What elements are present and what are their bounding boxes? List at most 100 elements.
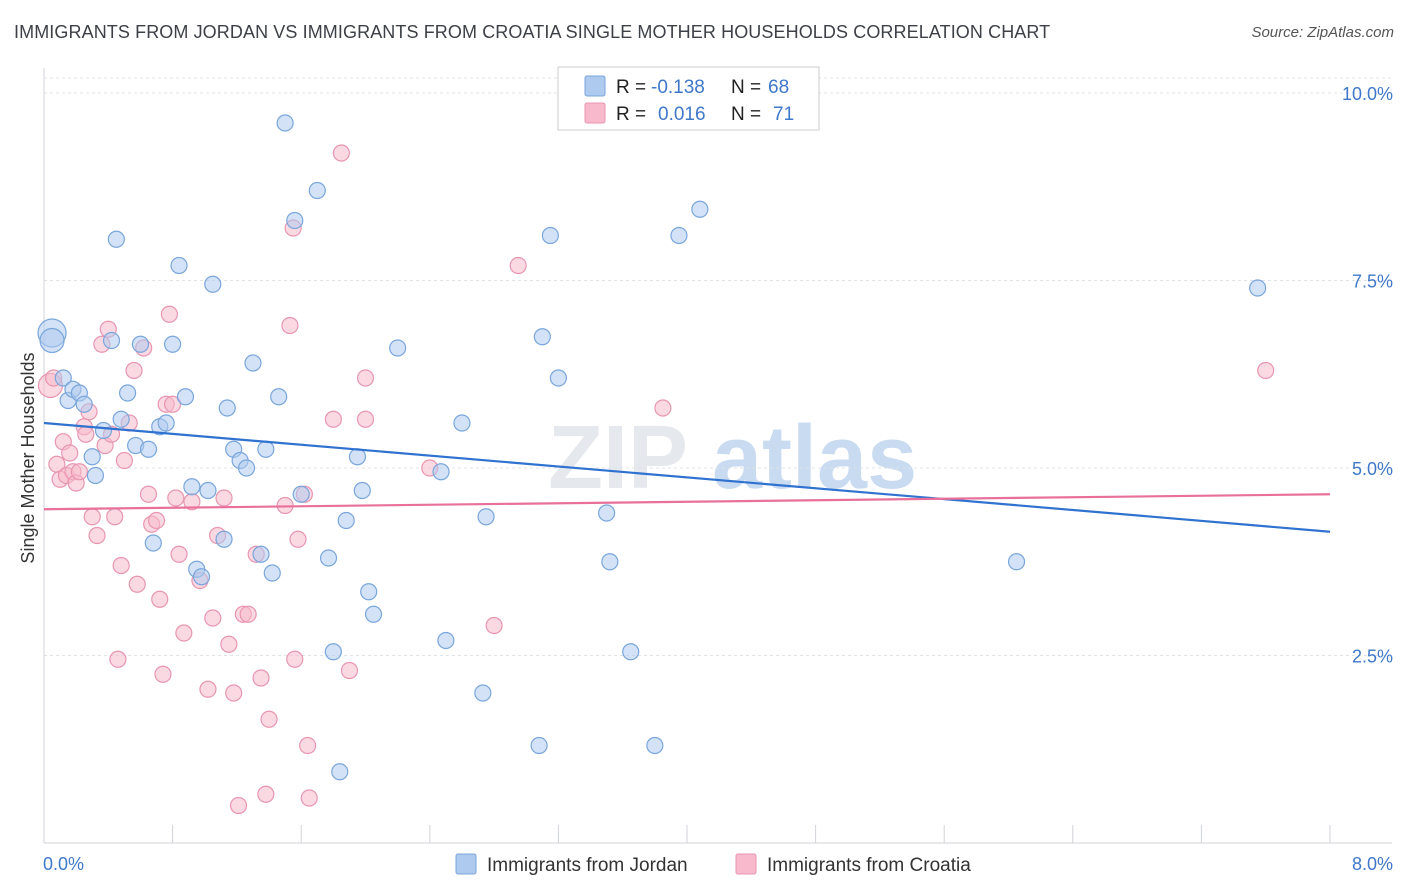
croatia-point <box>257 785 275 803</box>
jordan-point <box>292 485 310 503</box>
croatia-point <box>229 796 248 815</box>
tick-labels: 2.5% 5.0% 7.5% 10.0% 0.0% 8.0% <box>43 84 1393 874</box>
jordan-point <box>192 568 211 586</box>
jordan-point <box>1007 553 1026 571</box>
y-tick-label: 2.5% <box>1352 647 1393 667</box>
croatia-point <box>151 590 169 608</box>
watermark-zip: ZIP <box>548 408 688 508</box>
jordan-points <box>37 114 1267 781</box>
croatia-trend-line <box>43 493 1331 511</box>
legend-jordan-swatch <box>455 853 477 875</box>
croatia-point <box>356 369 375 387</box>
chart-title: IMMIGRANTS FROM JORDAN VS IMMIGRANTS FRO… <box>14 22 1051 42</box>
axes <box>43 68 1392 844</box>
croatia-point <box>147 511 166 530</box>
jordan-point <box>331 763 349 781</box>
jordan-point <box>75 395 93 413</box>
jordan-point <box>541 226 559 245</box>
croatia-point <box>225 684 243 702</box>
watermark-atlas: atlas <box>712 408 917 508</box>
y-tick-label: 5.0% <box>1352 459 1393 479</box>
jordan-point <box>218 399 236 417</box>
jordan-point <box>244 354 262 372</box>
jordan-point <box>86 466 105 485</box>
croatia-point <box>61 444 79 462</box>
croatia-point <box>88 526 106 545</box>
jordan-point <box>286 211 304 230</box>
croatia-point <box>485 616 503 635</box>
jordan-point <box>337 511 355 530</box>
croatia-point <box>654 399 672 417</box>
jordan-point <box>183 478 201 496</box>
y-tick-label: 7.5% <box>1352 272 1393 292</box>
croatia-point <box>324 410 342 428</box>
croatia-point <box>286 650 304 668</box>
jordan-point <box>324 643 342 661</box>
jordan-n-value: 68 <box>768 77 789 98</box>
croatia-point <box>167 489 185 507</box>
jordan-point <box>276 114 294 132</box>
y-tick-label: 10.0% <box>1342 84 1393 104</box>
croatia-n-label: N = <box>731 104 761 125</box>
croatia-point <box>252 669 270 687</box>
jordan-point <box>308 181 326 200</box>
jordan-point <box>112 410 130 428</box>
croatia-point <box>77 425 95 443</box>
croatia-point <box>332 144 350 162</box>
source-credit: Source: ZipAtlas.com <box>1251 24 1394 41</box>
jordan-point <box>670 226 688 245</box>
jordan-trend-line <box>43 421 1331 533</box>
jordan-point <box>157 414 175 432</box>
legend-croatia-label: Immigrants from Croatia <box>767 855 971 876</box>
croatia-point <box>115 451 133 470</box>
jordan-point <box>432 463 450 481</box>
stats-box: R = -0.138 N = 68 R = 0.016 N = 71 <box>557 66 820 131</box>
jordan-point <box>257 440 275 458</box>
croatia-point <box>125 361 143 380</box>
croatia-point <box>239 605 257 623</box>
croatia-point <box>220 635 238 653</box>
jordan-point <box>389 339 407 357</box>
jordan-point <box>348 448 367 466</box>
jordan-point <box>237 459 256 477</box>
jordan-point <box>118 384 137 402</box>
jordan-point <box>533 328 551 346</box>
croatia-point <box>215 489 233 507</box>
jordan-point <box>170 256 188 275</box>
jordan-point <box>646 736 664 755</box>
croatia-point <box>112 556 130 575</box>
jordan-point <box>364 605 383 623</box>
x-tick-label: 0.0% <box>43 854 84 874</box>
jordan-point <box>353 481 371 500</box>
croatia-point <box>128 575 146 593</box>
croatia-point <box>509 256 527 275</box>
croatia-point <box>106 508 124 526</box>
x-tick-label: 8.0% <box>1352 854 1393 874</box>
croatia-point <box>160 305 178 323</box>
jordan-r-label: R = <box>616 77 646 98</box>
croatia-point <box>356 410 375 428</box>
croatia-point <box>83 508 101 526</box>
croatia-point <box>260 710 278 728</box>
jordan-point <box>474 684 492 702</box>
jordan-point <box>107 230 125 248</box>
legend: Immigrants from Jordan Immigrants from C… <box>455 853 971 876</box>
jordan-point <box>530 736 548 755</box>
jordan-point <box>139 440 158 458</box>
croatia-point <box>340 661 359 680</box>
croatia-point <box>204 609 222 627</box>
jordan-point <box>549 369 568 387</box>
croatia-point <box>154 665 172 683</box>
legend-croatia-swatch <box>735 853 757 875</box>
croatia-point <box>170 545 188 563</box>
croatia-point <box>164 395 182 413</box>
jordan-n-label: N = <box>731 77 761 98</box>
jordan-point <box>164 335 182 353</box>
trend-lines <box>43 421 1331 533</box>
jordan-point <box>1249 279 1267 297</box>
jordan-point <box>601 553 619 571</box>
croatia-point <box>139 485 158 503</box>
jordan-point <box>598 504 616 522</box>
croatia-point <box>289 530 307 548</box>
